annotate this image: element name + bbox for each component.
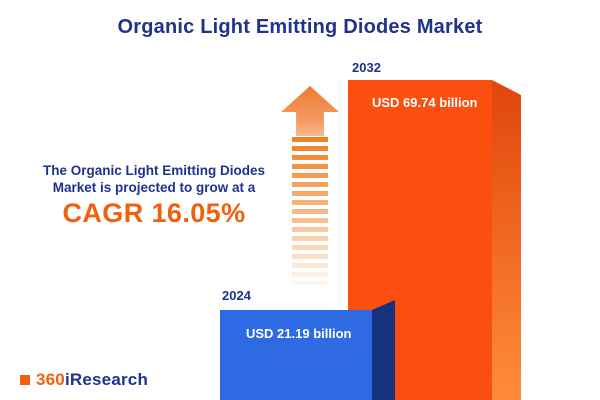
description-line-1: The Organic Light Emitting Diodes [42, 163, 265, 178]
brand-logo: 360 iResearch [20, 370, 148, 390]
logo-text-iresearch: iResearch [64, 370, 149, 389]
bar-2024-value-label: USD 21.19 billion [246, 326, 352, 341]
cagr-value: CAGR 16.05% [62, 198, 246, 228]
logo-text-360: 360 [36, 370, 65, 389]
description-line-2: Market is projected to grow at a [52, 180, 256, 195]
bar-2024-side [372, 300, 395, 400]
bar-2024-front [220, 310, 372, 400]
bar-2024-year-label: 2024 [222, 288, 251, 303]
bar-2032-value-label: USD 69.74 billion [372, 95, 478, 110]
logo-square-icon [20, 375, 30, 385]
growth-arrow-dashed-shaft-icon [292, 137, 328, 285]
market-description: The Organic Light Emitting Diodes Market… [18, 162, 290, 228]
bar-2032-side [492, 80, 521, 400]
page-title: Organic Light Emitting Diodes Market [117, 16, 483, 38]
bar-2032-year-label: 2032 [352, 60, 381, 75]
